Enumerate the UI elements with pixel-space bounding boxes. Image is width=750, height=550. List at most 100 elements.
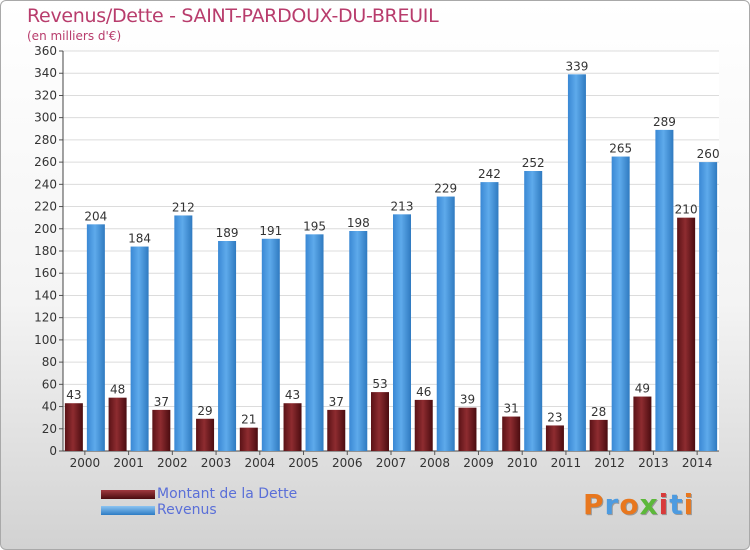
logo-letter: r xyxy=(604,488,620,521)
data-label-revenus: 229 xyxy=(434,182,457,196)
y-tick-label: 280 xyxy=(34,133,57,147)
bar-dette xyxy=(64,403,83,451)
bar-dette xyxy=(196,418,215,451)
bar-dette xyxy=(502,416,521,451)
logo-letter: i xyxy=(683,488,695,521)
data-label-revenus: 184 xyxy=(128,232,151,246)
data-label-revenus: 195 xyxy=(303,219,326,233)
y-tick-label: 100 xyxy=(34,333,57,347)
data-label-dette: 46 xyxy=(416,385,431,399)
data-label-dette: 43 xyxy=(285,388,300,402)
data-label-dette: 28 xyxy=(591,405,606,419)
x-tick-label: 2010 xyxy=(507,456,538,470)
x-tick-label: 2006 xyxy=(332,456,363,470)
logo-letter: t xyxy=(669,488,684,521)
y-tick-label: 240 xyxy=(34,177,57,191)
logo-letter: x xyxy=(639,488,659,521)
data-label-revenus: 212 xyxy=(172,200,195,214)
data-label-dette: 39 xyxy=(460,393,475,407)
y-tick-label: 140 xyxy=(34,288,57,302)
bar-dette xyxy=(589,419,608,451)
bar-revenus xyxy=(174,215,193,451)
y-tick-label: 300 xyxy=(34,111,57,125)
data-label-dette: 43 xyxy=(66,388,81,402)
x-tick-label: 2012 xyxy=(594,456,625,470)
data-label-dette: 49 xyxy=(635,382,650,396)
data-label-revenus: 198 xyxy=(347,216,370,230)
data-label-revenus: 213 xyxy=(391,199,414,213)
data-label-revenus: 289 xyxy=(653,115,676,129)
x-tick-label: 2013 xyxy=(638,456,669,470)
data-label-revenus: 242 xyxy=(478,167,501,181)
y-tick-label: 360 xyxy=(34,44,57,58)
data-label-revenus: 189 xyxy=(216,226,239,240)
proxiti-logo: Proxiti xyxy=(583,488,694,521)
y-tick-label: 40 xyxy=(42,400,57,414)
bar-revenus xyxy=(130,246,149,451)
y-tick-label: 20 xyxy=(42,422,57,436)
bar-dette xyxy=(327,409,346,451)
bar-revenus xyxy=(611,156,630,452)
y-tick-label: 320 xyxy=(34,88,57,102)
data-label-revenus: 191 xyxy=(259,224,282,238)
x-tick-label: 2001 xyxy=(113,456,144,470)
bar-dette xyxy=(414,399,433,451)
bar-revenus xyxy=(655,129,674,451)
bar-revenus xyxy=(436,196,455,451)
bar-dette xyxy=(633,396,652,451)
legend-swatch-revenus xyxy=(101,506,155,515)
x-tick-label: 2003 xyxy=(201,456,232,470)
bar-dette xyxy=(545,425,564,451)
bar-chart: 0 20 40 60 80 100 120 140 160 180 200 220 240 260 280 3… xyxy=(34,44,720,470)
x-tick-label: 2011 xyxy=(551,456,582,470)
logo-letter: o xyxy=(619,488,640,521)
bar-dette xyxy=(283,403,302,451)
y-tick-label: 220 xyxy=(34,200,57,214)
bar-revenus xyxy=(480,182,499,451)
data-label-dette: 21 xyxy=(241,413,256,427)
data-label-dette: 23 xyxy=(547,410,562,424)
y-tick-label: 160 xyxy=(34,266,57,280)
x-tick-label: 2014 xyxy=(682,456,713,470)
data-label-revenus: 265 xyxy=(609,142,632,156)
data-label-revenus: 260 xyxy=(697,147,720,161)
y-tick-label: 260 xyxy=(34,155,57,169)
x-tick-label: 2005 xyxy=(288,456,319,470)
data-label-dette: 37 xyxy=(154,395,169,409)
bar-revenus xyxy=(349,231,368,451)
bar-revenus xyxy=(524,171,543,451)
legend-label-dette: Montant de la Dette xyxy=(157,486,298,502)
bar-revenus xyxy=(699,162,718,451)
bar-revenus xyxy=(261,238,280,451)
y-tick-label: 60 xyxy=(42,377,57,391)
bar-revenus xyxy=(393,214,411,451)
data-label-dette: 53 xyxy=(372,377,387,391)
data-label-revenus: 204 xyxy=(84,209,107,223)
y-tick-label: 200 xyxy=(34,222,57,236)
data-label-revenus: 252 xyxy=(522,156,545,170)
legend-label-revenus: Revenus xyxy=(157,502,217,518)
x-tick-label: 2009 xyxy=(463,456,494,470)
data-label-dette: 37 xyxy=(329,395,344,409)
bar-dette xyxy=(152,409,171,451)
chart-title: Revenus/Dette - SAINT-PARDOUX-DU-BREUIL xyxy=(27,5,439,27)
bar-revenus xyxy=(567,74,586,451)
data-label-revenus: 339 xyxy=(565,59,588,73)
bar-dette xyxy=(458,407,477,451)
logo-letter: i xyxy=(658,488,670,521)
y-tick-label: 0 xyxy=(49,444,57,458)
bar-dette xyxy=(239,427,258,451)
logo-letter: P xyxy=(583,488,605,521)
legend-swatch-dette xyxy=(101,490,155,499)
x-tick-label: 2007 xyxy=(376,456,407,470)
y-tick-label: 180 xyxy=(34,244,57,258)
data-label-dette: 210 xyxy=(675,203,698,217)
data-label-dette: 29 xyxy=(197,404,212,418)
bar-dette xyxy=(108,397,127,451)
y-tick-label: 340 xyxy=(34,66,57,80)
y-tick-label: 120 xyxy=(34,311,57,325)
bar-dette xyxy=(371,392,389,451)
y-tick-label: 80 xyxy=(42,355,57,369)
x-tick-label: 2000 xyxy=(70,456,101,470)
